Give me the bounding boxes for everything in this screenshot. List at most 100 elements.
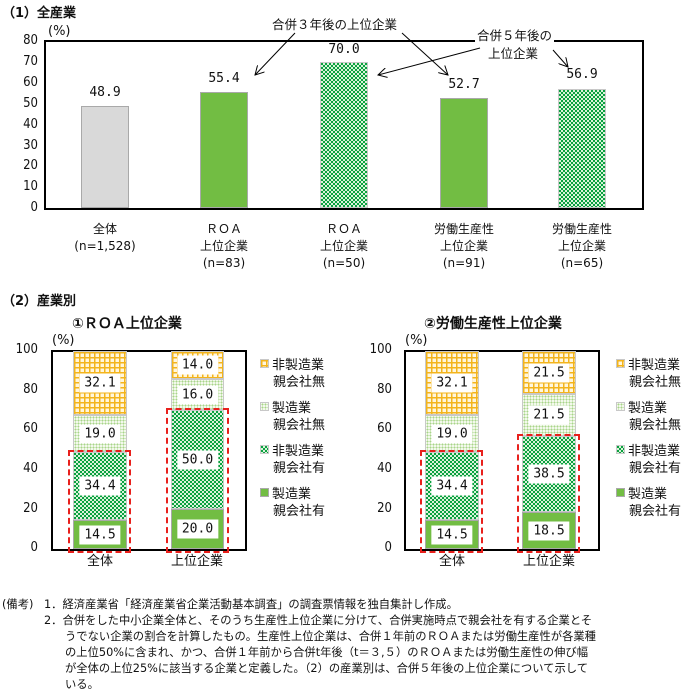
legend-swatch-icon: [260, 402, 269, 411]
legend-label: 製造業: [628, 401, 668, 416]
segment-value: 21.5: [528, 405, 570, 425]
segment-value: 14.5: [431, 525, 473, 544]
xlabel-line: 上位企業: [199, 239, 248, 253]
chartB-bar2-nonmfg-parent: 38.5: [522, 436, 576, 512]
chart1-plot-area: [44, 40, 644, 210]
chartB-bar2-mfg-noparent: 21.5: [522, 394, 576, 436]
legend-label: 親会社有: [629, 504, 682, 519]
y-tick: 70: [23, 54, 38, 69]
y-tick: 80: [377, 382, 392, 397]
chartA-unit: (%): [52, 333, 75, 348]
legend-item: 非製造業 親会社有: [260, 443, 325, 477]
section1-title: （1）全産業: [2, 6, 77, 21]
segment-value: 38.5: [528, 464, 570, 484]
chart1-value: 48.9: [89, 85, 121, 100]
legend-swatch-icon: [260, 445, 269, 454]
xlabel-line: ＲＯＡ: [325, 222, 362, 236]
chartB-bar1-highlight: [420, 450, 483, 553]
chartB-legend: 非製造業 親会社無 製造業 親会社無 非製造業 親会社有 製造業 親会社有: [616, 357, 681, 520]
legend-item: 非製造業 親会社無: [616, 357, 681, 391]
legend-label: 製造業: [628, 487, 668, 502]
chartB-unit: (%): [405, 333, 428, 348]
legend-swatch-icon: [616, 359, 625, 368]
note-2-line: が全体の上位25%に該当する企業と定義した。（2）の産業別は、合併５年後の上位企…: [65, 662, 589, 675]
legend-label: 親会社無: [273, 418, 326, 433]
segment-value: 19.0: [79, 424, 121, 443]
xlabel-line: 労働生産性: [551, 222, 612, 236]
segment-value: 14.5: [79, 525, 121, 544]
legend-label: 非製造業: [628, 358, 681, 373]
xlabel-line: (n=65): [560, 256, 604, 270]
y-tick: 30: [23, 138, 38, 153]
legend-swatch-icon: [260, 488, 269, 497]
chart1-xlabel: 全体 (n=1,528): [55, 221, 155, 255]
chartB-bar2-highlight: [517, 434, 580, 553]
legend-label: 非製造業: [628, 444, 681, 459]
legend-label: 非製造業: [272, 358, 325, 373]
note-2-line: いる。: [65, 678, 99, 691]
legend-item: 非製造業 親会社有: [616, 443, 681, 477]
y-tick: 40: [23, 461, 38, 476]
y-tick: 60: [23, 421, 38, 436]
legend-swatch-icon: [260, 359, 269, 368]
legend-label: 親会社有: [273, 461, 326, 476]
chartA-bar1-mfg-noparent: 19.0: [73, 415, 127, 452]
y-tick: 0: [30, 200, 38, 215]
chart1-value: 52.7: [448, 77, 480, 92]
y-tick: 10: [23, 179, 38, 194]
y-tick: 80: [23, 33, 38, 48]
xlabel-line: (n=91): [442, 256, 486, 270]
xlabel-line: 上位企業: [319, 239, 368, 253]
chart1-xlabel: ＲＯＡ 上位企業 (n=50): [294, 221, 394, 272]
chartA-legend: 非製造業 親会社無 製造業 親会社無 非製造業 親会社有 製造業 親会社有: [260, 357, 325, 520]
note-2-line: うでない企業の割合を計算したもの。生産性上位企業は、合併１年前のＲＯＡまたは労働…: [65, 630, 596, 643]
chart1-bar-lp-5y: [558, 89, 606, 208]
segment-value: 19.0: [431, 424, 473, 443]
y-tick: 100: [15, 342, 38, 357]
note-1: 1．経済産業省「経済産業省企業活動基本調査」の調査票情報を独自集計し作成。: [44, 598, 458, 611]
y-tick: 80: [23, 382, 38, 397]
section2-title: （2）産業別: [2, 294, 77, 309]
legend-item: 製造業 親会社有: [616, 486, 681, 520]
xlabel-line: ＲＯＡ: [205, 222, 242, 236]
chart1-xlabel: ＲＯＡ 上位企業 (n=83): [174, 221, 274, 272]
xlabel-line: 全体: [92, 222, 117, 236]
chartA-bar2-mfg-parent: 20.0: [171, 509, 224, 549]
y-tick: 40: [23, 117, 38, 132]
chartA-bar2-nonmfg-noparent: 14.0: [171, 351, 224, 379]
y-tick: 60: [23, 75, 38, 90]
legend-label: 親会社有: [273, 504, 326, 519]
chart1-bar-roa-5y: [320, 62, 368, 208]
segment-value: 50.0: [176, 450, 219, 469]
chartB-bar2-nonmfg-noparent: 21.5: [522, 351, 576, 394]
segment-value: 34.4: [431, 476, 473, 496]
y-tick: 0: [384, 540, 392, 555]
legend-label: 親会社有: [629, 461, 682, 476]
chart1-value: 70.0: [328, 42, 360, 57]
annotation-5-years-line2: 上位企業: [488, 46, 539, 61]
legend-item: 製造業 親会社有: [260, 486, 325, 520]
segment-value: 20.0: [176, 519, 219, 539]
legend-label: 製造業: [272, 401, 312, 416]
notes-head: (備考): [2, 598, 34, 611]
legend-item: 非製造業 親会社無: [260, 357, 325, 391]
chart1-bar-lp-3y: [440, 98, 488, 208]
segment-value: 34.4: [79, 476, 121, 496]
xlabel-line: 上位企業: [557, 239, 606, 253]
y-tick: 20: [377, 501, 392, 516]
y-tick: 20: [23, 501, 38, 516]
segment-value: 18.5: [528, 521, 570, 540]
chart1-bar-all: [81, 106, 129, 208]
note-2-line: の上位50%に含まれ、かつ、合併１年前から合併t年後（t＝３,５）のＲＯＡまたは…: [65, 646, 588, 659]
annotation-5-years-line1: 合併５年後の: [475, 25, 555, 44]
y-tick: 40: [377, 461, 392, 476]
chartA-bar2-mfg-noparent: 16.0: [171, 379, 224, 410]
segment-value: 32.1: [431, 373, 473, 393]
chartA-xlabel: 全体: [86, 554, 113, 569]
legend-item: 製造業 親会社無: [260, 400, 325, 434]
chartB-xlabel: 上位企業: [522, 554, 575, 569]
segment-value: 16.0: [176, 385, 219, 404]
legend-label: 非製造業: [272, 444, 325, 459]
xlabel-line: (n=1,528): [74, 239, 136, 253]
chartB-bar1-nonmfg-parent: 34.4: [425, 452, 479, 520]
